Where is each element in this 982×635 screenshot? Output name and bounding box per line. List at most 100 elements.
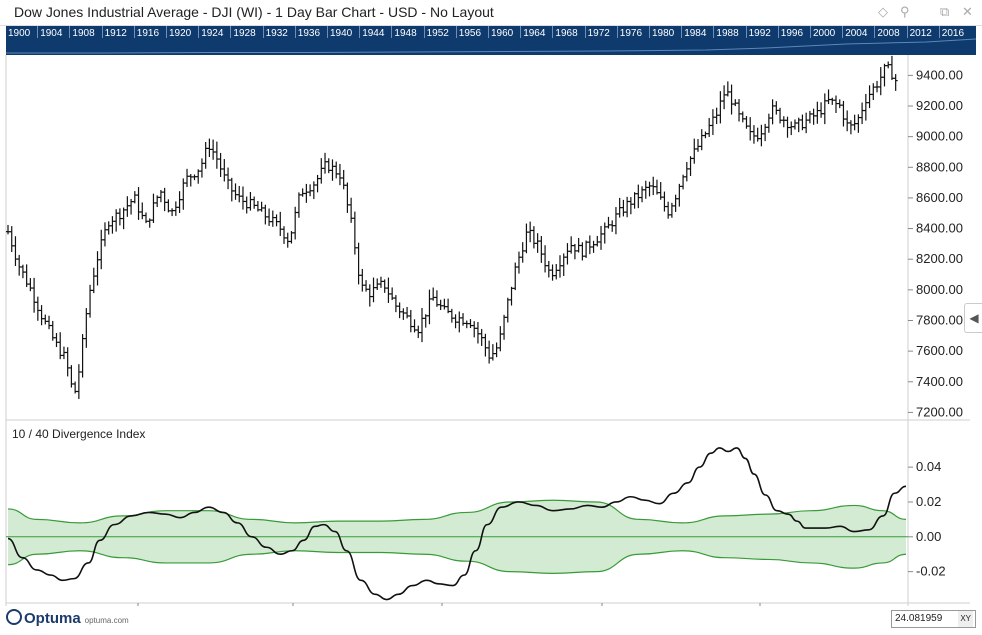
price-bar	[102, 222, 107, 247]
year-tick	[101, 26, 103, 38]
year-label[interactable]: 1904	[40, 28, 63, 39]
price-bar	[438, 299, 443, 311]
price-bar	[468, 319, 473, 329]
year-label[interactable]: 1952	[426, 28, 449, 39]
price-bar	[32, 277, 37, 313]
year-tick	[230, 26, 232, 38]
close-icon[interactable]: ✕	[962, 4, 973, 19]
price-bar	[162, 187, 167, 212]
year-label[interactable]: 1940	[330, 28, 353, 39]
year-label[interactable]: 1928	[233, 28, 256, 39]
price-tick-label: 8000.00	[916, 282, 963, 297]
price-bar	[203, 142, 208, 169]
year-label[interactable]: 1960	[491, 28, 514, 39]
price-bar	[710, 109, 715, 136]
year-navigator[interactable]: 1900 1904 1908 1912 1916 1920 1924 1928 1932 1936…	[6, 26, 976, 55]
price-bar	[136, 187, 141, 220]
price-bar	[729, 84, 734, 115]
price-bar	[658, 182, 663, 200]
price-bar	[707, 117, 712, 137]
price-bar	[61, 346, 66, 360]
price-bar	[677, 183, 682, 207]
year-label[interactable]: 1932	[265, 28, 288, 39]
year-label[interactable]: 1920	[169, 28, 192, 39]
year-label[interactable]: 1976	[619, 28, 643, 39]
price-bar	[669, 202, 674, 218]
price-bar	[263, 204, 268, 225]
price-bar	[837, 99, 842, 109]
price-bar	[218, 152, 223, 177]
diamond-icon[interactable]: ◇	[878, 4, 888, 19]
cursor-readout[interactable]: 24.081959 XY	[891, 610, 976, 628]
price-bar	[860, 102, 865, 125]
year-label[interactable]: 1900	[8, 28, 31, 39]
readout-mode[interactable]: XY	[958, 611, 973, 627]
year-tick	[391, 26, 393, 38]
price-bar	[643, 180, 648, 199]
price-bar	[524, 223, 529, 254]
pin-icon[interactable]: ⚲	[900, 4, 910, 19]
year-tick	[520, 26, 522, 38]
year-tick	[552, 26, 554, 38]
year-label[interactable]: 1980	[652, 28, 675, 39]
price-bar	[188, 174, 193, 187]
year-label[interactable]: 1948	[394, 28, 417, 39]
price-bar	[356, 242, 361, 285]
year-label[interactable]: 1972	[587, 28, 610, 39]
price-bar	[640, 186, 645, 203]
price-bar	[330, 159, 335, 181]
price-bar	[375, 278, 380, 290]
year-label[interactable]: 1912	[104, 28, 127, 39]
price-bar	[557, 255, 562, 278]
price-bar	[345, 182, 350, 213]
year-label[interactable]: 1996	[780, 28, 804, 39]
divergence-line	[7, 447, 907, 601]
price-bar	[733, 99, 738, 107]
price-bar	[453, 314, 458, 329]
price-bar	[240, 186, 245, 210]
year-label[interactable]: 1988	[716, 28, 739, 39]
price-bar	[621, 199, 626, 217]
year-label[interactable]: 1956	[458, 28, 482, 39]
price-bar	[778, 107, 783, 124]
year-label[interactable]: 1936	[297, 28, 321, 39]
price-bar	[554, 264, 559, 280]
year-label[interactable]: 2000	[813, 28, 836, 39]
price-bar	[763, 123, 768, 142]
year-label[interactable]: 1916	[136, 28, 160, 39]
year-label[interactable]: 2012	[909, 28, 932, 39]
collapse-panel-button[interactable]: ◀	[964, 303, 982, 333]
price-bar	[464, 320, 469, 329]
price-bar	[192, 174, 197, 181]
year-label[interactable]: 1944	[362, 28, 385, 39]
price-bars	[6, 55, 898, 399]
price-bar	[289, 231, 294, 244]
price-bar	[73, 381, 78, 394]
price-bar	[199, 158, 204, 178]
year-label[interactable]: 2008	[877, 28, 900, 39]
price-bar	[826, 89, 831, 105]
year-label[interactable]: 1924	[201, 28, 224, 39]
price-bar	[6, 224, 10, 235]
price-bar	[427, 289, 432, 325]
price-bar	[196, 169, 201, 184]
restore-icon[interactable]: ⧉	[940, 4, 950, 19]
price-bar	[543, 245, 548, 273]
year-label[interactable]: 1964	[523, 28, 546, 39]
chart-area[interactable]: 9400.00 9200.00 9000.00 8800.00 8600.00 8400.…	[0, 55, 982, 606]
year-tick	[166, 26, 167, 38]
price-bar	[170, 208, 175, 217]
price-bar	[774, 101, 779, 115]
year-label[interactable]: 2016	[941, 28, 965, 39]
price-bar	[300, 188, 305, 197]
year-label[interactable]: 2004	[845, 28, 868, 39]
price-bar	[446, 298, 451, 314]
year-label[interactable]: 1968	[555, 28, 578, 39]
year-label[interactable]: 1984	[684, 28, 707, 39]
price-bar	[848, 120, 853, 135]
year-label[interactable]: 1992	[748, 28, 771, 39]
year-label[interactable]: 1908	[72, 28, 95, 39]
price-bar	[88, 284, 93, 318]
price-bar	[550, 264, 555, 281]
year-tick	[584, 26, 586, 38]
